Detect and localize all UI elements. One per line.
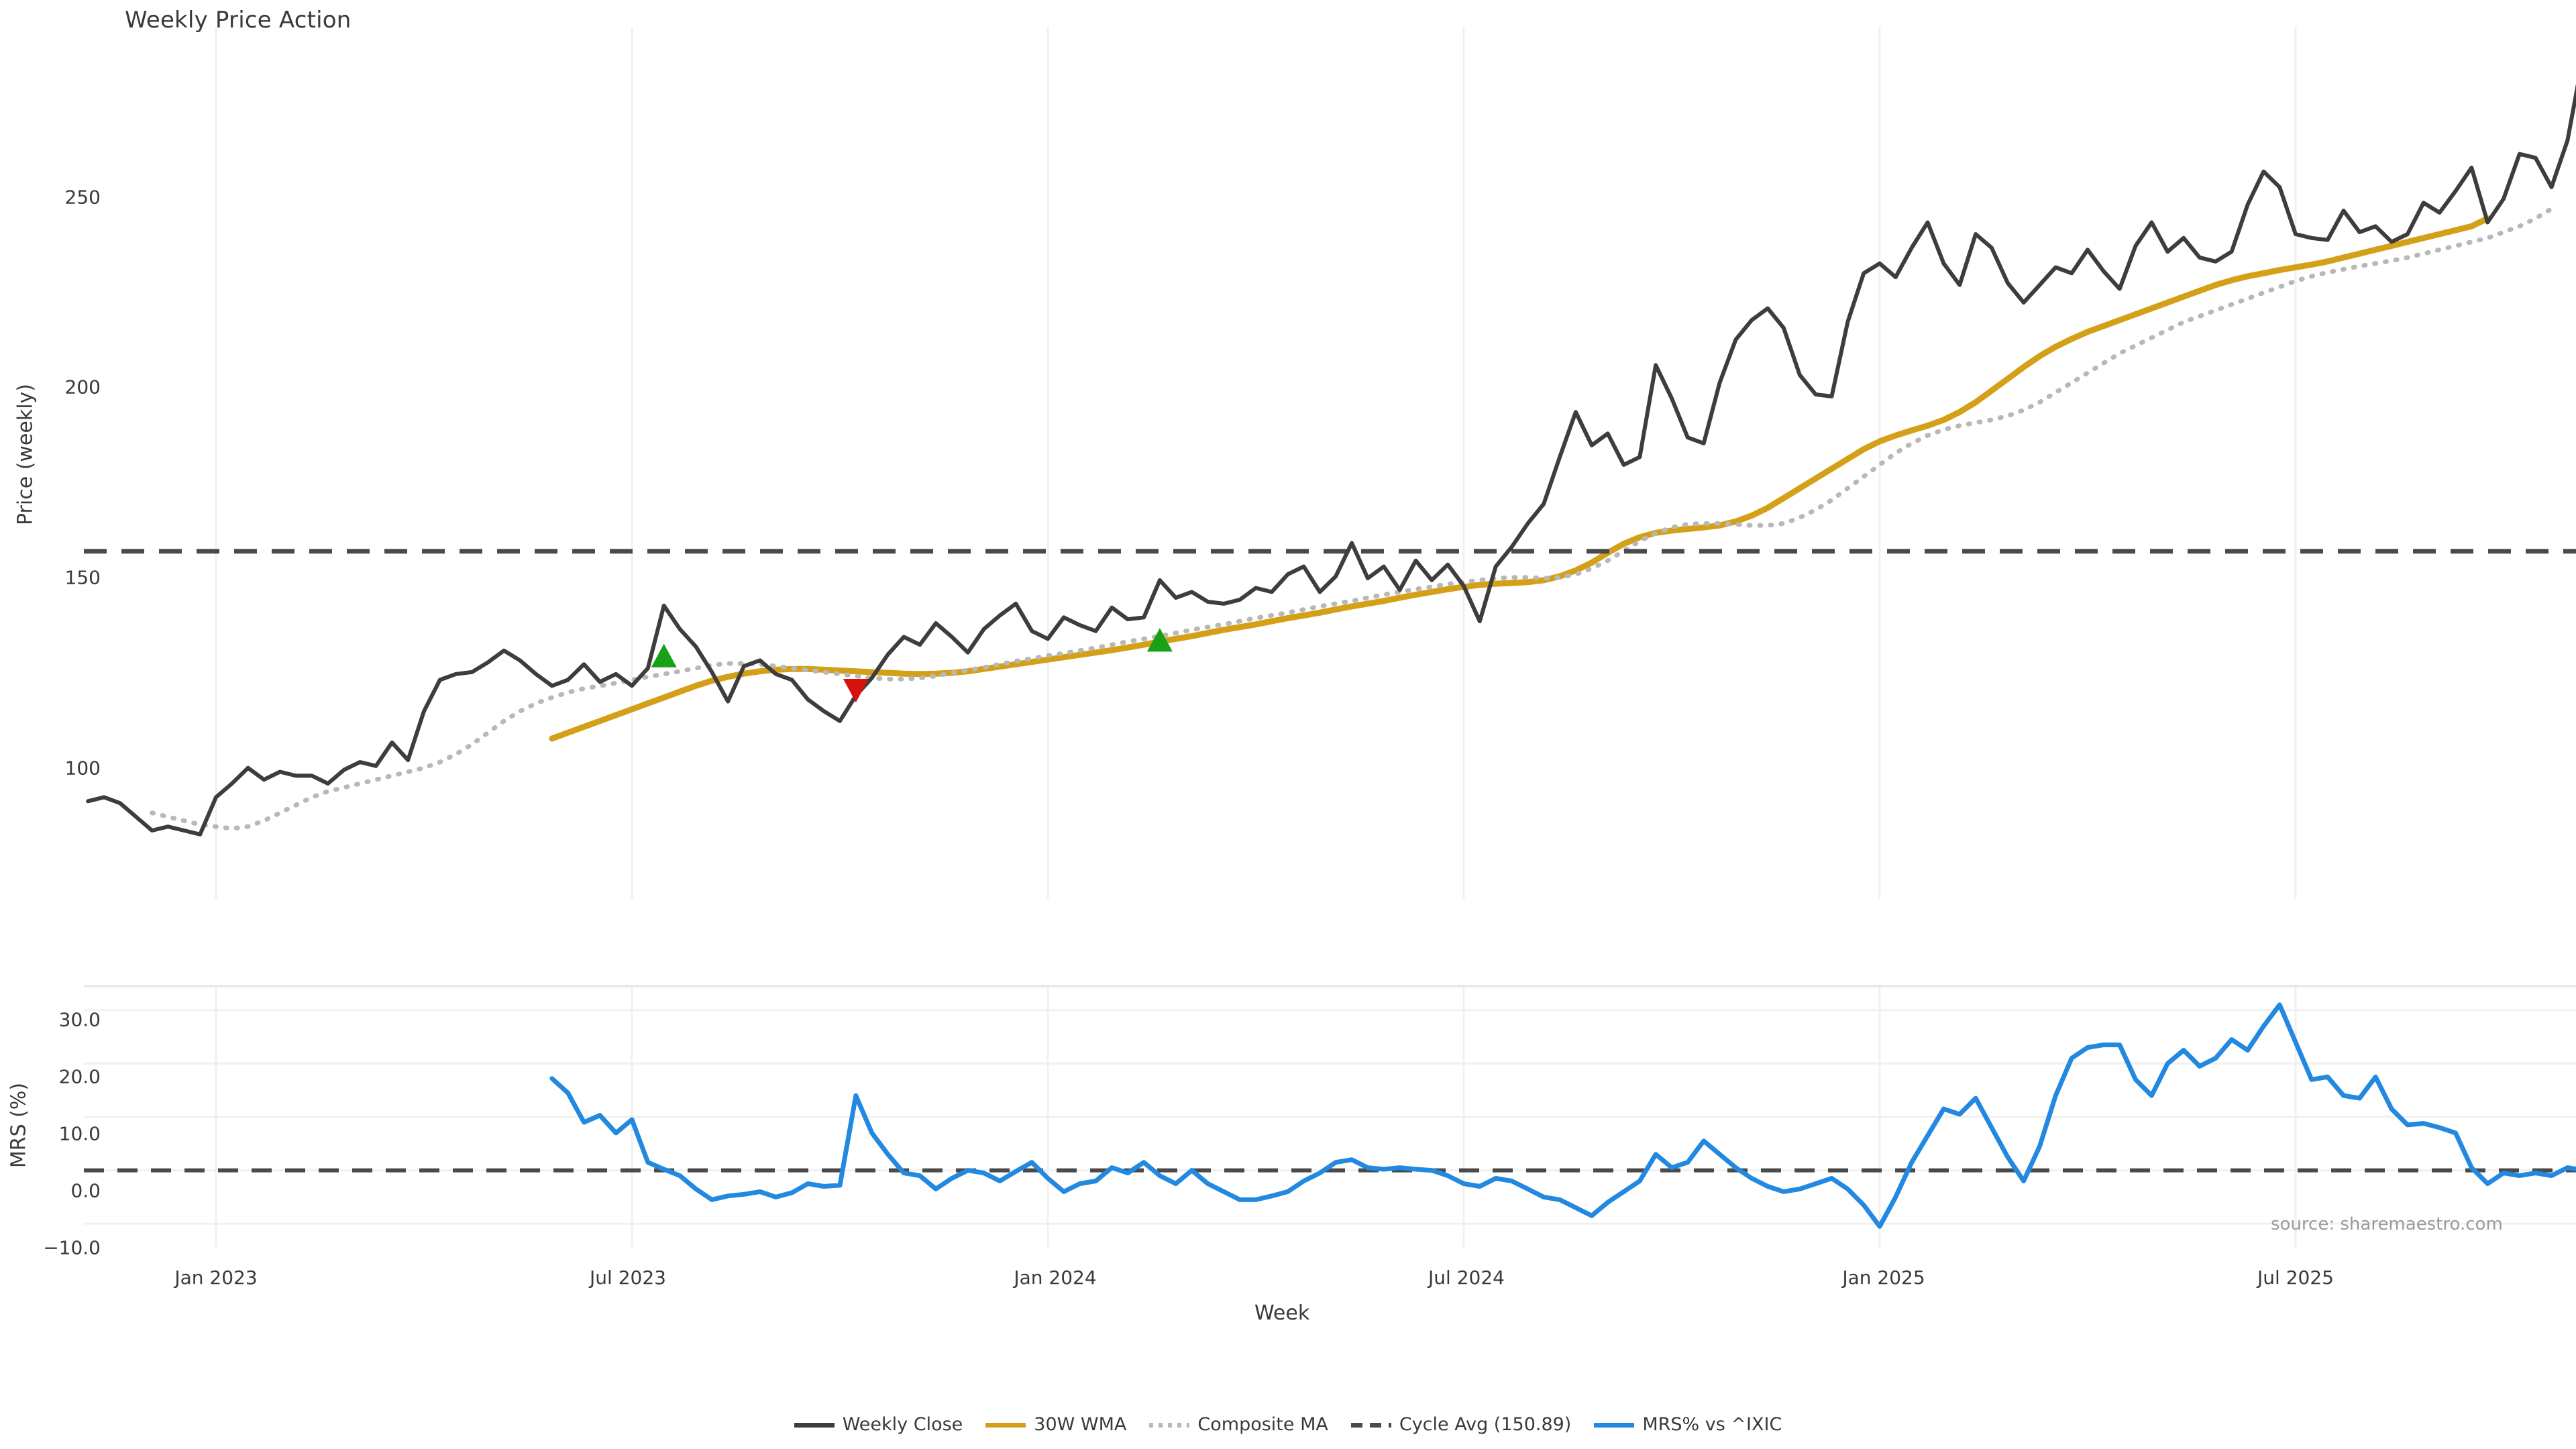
legend-label-weekly-close: Weekly Close	[842, 1414, 963, 1435]
source-watermark: source: sharemaestro.com	[2271, 1214, 2503, 1234]
series-weekly-close	[86, 83, 2576, 837]
series-30w-wma	[549, 215, 2491, 742]
legend-label-composite-ma: Composite MA	[1197, 1414, 1328, 1435]
sell-signal-marker-1	[843, 678, 869, 703]
legend-item-weekly-close[interactable]: Weekly Close	[794, 1414, 963, 1435]
x-axis-label: Week	[1254, 1301, 1310, 1325]
price-ytick-100: 100	[64, 757, 101, 780]
legend-item-mrs[interactable]: MRS% vs ^IXIC	[1594, 1414, 1782, 1435]
buy-signal-marker-0	[651, 643, 677, 667]
page-title: Weekly Price Action	[125, 7, 352, 34]
xtick-jul-2025: Jul 2025	[2257, 1267, 2334, 1289]
legend-label-cycle-avg: Cycle Avg (150.89)	[1399, 1414, 1572, 1435]
mrs-ytick-neg10: −10.0	[43, 1236, 101, 1259]
series-mrs	[549, 1002, 2576, 1229]
price-ytick-250: 250	[64, 186, 101, 209]
xtick-jan-2025: Jan 2025	[1842, 1267, 1925, 1289]
price-gridlines	[215, 27, 2297, 899]
xtick-jan-2023: Jan 2023	[174, 1267, 258, 1289]
legend-label-mrs: MRS% vs ^IXIC	[1642, 1414, 1782, 1435]
xtick-jul-2023: Jul 2023	[590, 1267, 666, 1289]
price-series-group	[84, 83, 2576, 837]
chart-legend: Weekly Close 30W WMA Composite MA Cycle …	[0, 1414, 2576, 1435]
xtick-jan-2024: Jan 2024	[1014, 1267, 1097, 1289]
buy-signal-marker-2	[1146, 628, 1173, 652]
price-ytick-200: 200	[64, 376, 101, 398]
mrs-ytick-30: 30.0	[58, 1008, 101, 1031]
mrs-series-group	[84, 1002, 2576, 1229]
mrs-ytick-10: 10.0	[58, 1122, 101, 1145]
legend-label-30w-wma: 30W WMA	[1034, 1414, 1127, 1435]
legend-item-cycle-avg[interactable]: Cycle Avg (150.89)	[1350, 1414, 1572, 1435]
legend-item-composite-ma[interactable]: Composite MA	[1149, 1414, 1328, 1435]
xtick-jul-2024: Jul 2024	[1428, 1267, 1505, 1289]
legend-item-30w-wma[interactable]: 30W WMA	[985, 1414, 1126, 1435]
price-ytick-150: 150	[64, 566, 101, 589]
signal-markers-group	[651, 628, 1173, 703]
mrs-gridlines	[84, 985, 2576, 1248]
mrs-ytick-0: 0.0	[70, 1179, 101, 1202]
mrs-ytick-20: 20.0	[58, 1065, 101, 1088]
series-composite-ma	[150, 206, 2554, 831]
